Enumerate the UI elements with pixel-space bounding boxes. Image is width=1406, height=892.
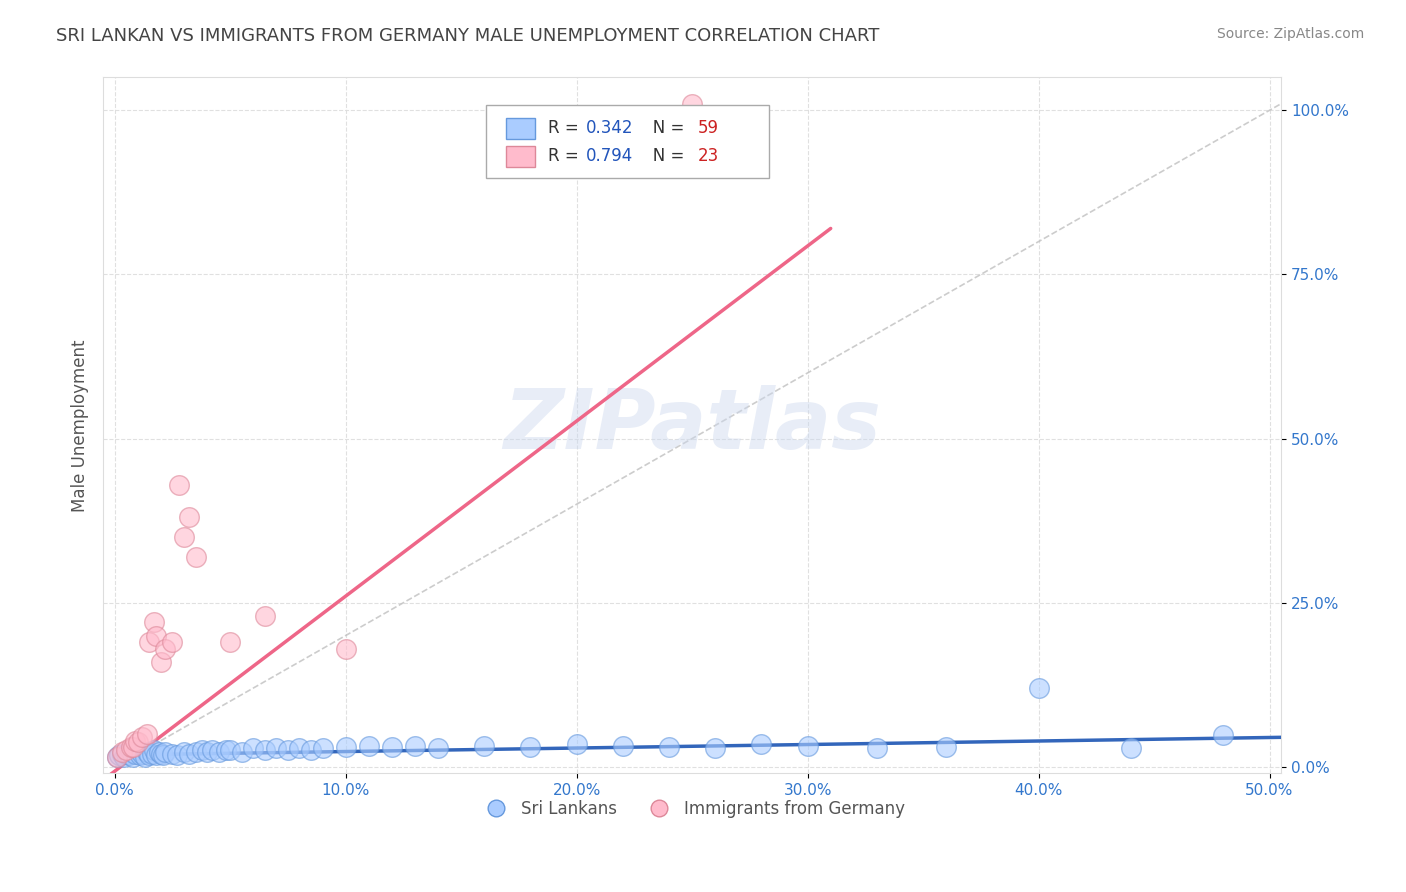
Point xyxy=(166,747,188,762)
Point xyxy=(152,747,174,762)
Point xyxy=(796,739,818,753)
Point xyxy=(124,747,146,761)
Text: 59: 59 xyxy=(697,120,718,137)
Point xyxy=(141,747,163,761)
Point xyxy=(658,740,681,755)
Point xyxy=(427,741,450,756)
Point xyxy=(155,746,177,760)
Point xyxy=(155,641,177,656)
Point xyxy=(177,510,200,524)
Point xyxy=(117,747,139,762)
Point xyxy=(866,741,889,756)
Point xyxy=(253,608,276,623)
Point xyxy=(201,743,224,757)
Point xyxy=(124,733,146,747)
Y-axis label: Male Unemployment: Male Unemployment xyxy=(72,339,89,512)
Point xyxy=(404,739,426,753)
Text: SRI LANKAN VS IMMIGRANTS FROM GERMANY MALE UNEMPLOYMENT CORRELATION CHART: SRI LANKAN VS IMMIGRANTS FROM GERMANY MA… xyxy=(56,27,880,45)
Point xyxy=(335,740,357,755)
Point xyxy=(311,741,333,756)
Point xyxy=(357,739,380,753)
Point xyxy=(134,750,156,764)
Point xyxy=(173,530,195,544)
Point xyxy=(148,746,170,760)
Point xyxy=(142,743,165,757)
Point xyxy=(162,635,184,649)
Point xyxy=(1028,681,1050,695)
Legend: Sri Lankans, Immigrants from Germany: Sri Lankans, Immigrants from Germany xyxy=(472,793,911,824)
Point xyxy=(145,628,167,642)
Point xyxy=(612,739,634,753)
Point xyxy=(1119,741,1142,756)
Point xyxy=(105,750,128,764)
Point xyxy=(1212,728,1234,742)
Point xyxy=(138,635,160,649)
Text: 23: 23 xyxy=(697,147,720,165)
Point xyxy=(253,743,276,757)
Point xyxy=(195,746,218,760)
Text: N =: N = xyxy=(637,120,689,137)
Point xyxy=(129,747,152,762)
Text: 0.342: 0.342 xyxy=(586,120,634,137)
Point xyxy=(110,747,132,761)
Text: ZIPatlas: ZIPatlas xyxy=(503,385,882,466)
Text: N =: N = xyxy=(637,147,689,165)
Point xyxy=(277,743,299,757)
Point xyxy=(207,746,229,760)
Point xyxy=(173,746,195,760)
Point xyxy=(110,746,132,760)
Point xyxy=(177,747,200,761)
Text: R =: R = xyxy=(548,120,585,137)
Point xyxy=(191,743,214,757)
Point xyxy=(681,96,703,111)
Point xyxy=(122,740,145,755)
Point xyxy=(704,741,727,756)
Point xyxy=(136,727,159,741)
Point xyxy=(231,746,253,760)
Point xyxy=(935,740,957,755)
Point xyxy=(184,549,207,564)
Point xyxy=(299,743,322,757)
Point xyxy=(162,747,184,761)
Point xyxy=(120,746,142,760)
Point xyxy=(122,750,145,764)
Text: R =: R = xyxy=(548,147,585,165)
Point xyxy=(184,746,207,760)
Point xyxy=(136,746,159,760)
Point xyxy=(149,655,172,669)
Bar xyxy=(506,145,536,167)
Point xyxy=(335,641,357,656)
Point xyxy=(127,735,149,749)
Point xyxy=(131,731,153,745)
Point xyxy=(145,747,167,762)
Point xyxy=(242,741,264,756)
Point xyxy=(142,615,165,630)
Point xyxy=(127,743,149,757)
Point xyxy=(120,740,142,755)
Point xyxy=(149,747,172,761)
Point xyxy=(266,741,288,756)
Point xyxy=(169,477,191,491)
Point xyxy=(472,739,495,753)
Point xyxy=(751,737,773,751)
Point xyxy=(214,743,236,757)
Bar xyxy=(506,118,536,138)
Text: Source: ZipAtlas.com: Source: ZipAtlas.com xyxy=(1216,27,1364,41)
Text: 0.794: 0.794 xyxy=(586,147,633,165)
Point xyxy=(519,740,541,755)
Point xyxy=(115,743,138,757)
Point xyxy=(288,741,311,756)
Point xyxy=(565,737,588,751)
Point xyxy=(105,750,128,764)
Point xyxy=(219,743,242,757)
Point xyxy=(381,740,404,755)
Point xyxy=(115,747,138,761)
Point xyxy=(138,747,160,762)
Point xyxy=(112,750,135,764)
Point xyxy=(131,747,153,761)
FancyBboxPatch shape xyxy=(486,105,769,178)
Point xyxy=(108,747,131,762)
Point xyxy=(219,635,242,649)
